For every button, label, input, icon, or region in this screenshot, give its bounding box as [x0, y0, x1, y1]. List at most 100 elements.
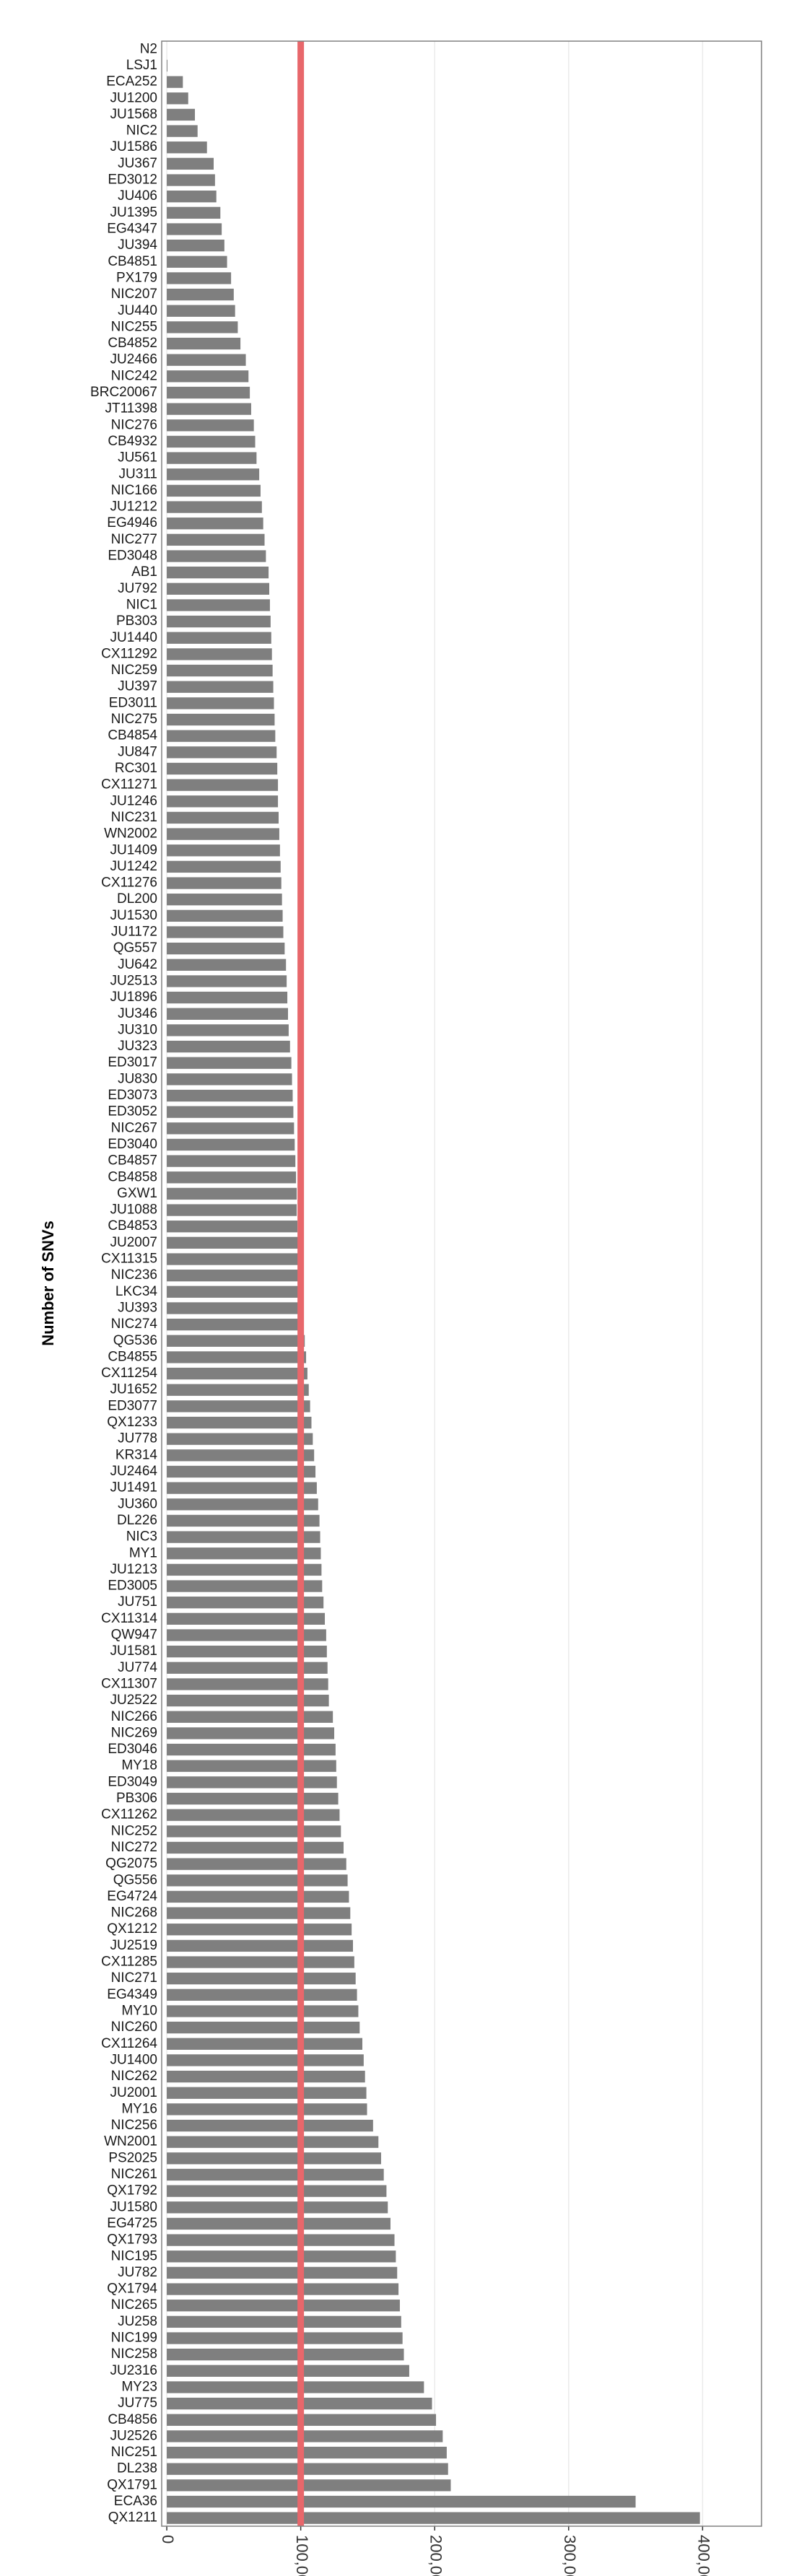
- y-tick-label: JU258: [118, 2314, 157, 2329]
- y-tick-label: CX11314: [101, 1611, 157, 1626]
- y-tick-label: JU1395: [110, 205, 158, 220]
- y-tick-label: ED3073: [108, 1088, 157, 1103]
- y-tick-label: JU847: [118, 744, 157, 759]
- bar: [167, 2446, 447, 2459]
- bar: [167, 2217, 391, 2230]
- bar: [167, 664, 273, 677]
- bar: [167, 1073, 292, 1086]
- y-tick-label: JU1088: [110, 1202, 158, 1218]
- y-tick-label: NIC266: [111, 1709, 157, 1724]
- bar: [167, 1890, 349, 1903]
- y-tick-label: QX1793: [107, 2232, 157, 2248]
- bar: [167, 403, 251, 415]
- y-tick-label: NIC252: [111, 1823, 157, 1838]
- y-tick-label: JU323: [118, 1039, 157, 1054]
- bar: [167, 1727, 335, 1739]
- y-tick-label: JU1896: [110, 990, 158, 1005]
- bar: [167, 1057, 292, 1069]
- bar: [167, 2463, 448, 2475]
- y-tick-label: NIC259: [111, 663, 157, 678]
- bar: [167, 419, 254, 432]
- bar: [167, 599, 270, 611]
- bar: [167, 2054, 364, 2066]
- y-tick-label: JU2526: [110, 2428, 158, 2443]
- bar: [167, 844, 280, 857]
- y-tick-label: ED3005: [108, 1579, 157, 1594]
- y-tick-label: JU1652: [110, 1382, 158, 1397]
- bar: [167, 2136, 379, 2148]
- y-tick-label: MY10: [121, 2003, 157, 2018]
- bar: [167, 1416, 312, 1429]
- y-tick-label: JU751: [118, 1594, 157, 1610]
- bar: [167, 1138, 295, 1151]
- bar: [167, 337, 241, 350]
- bar: [167, 288, 234, 301]
- bar: [167, 730, 276, 742]
- y-tick-label: LKC34: [115, 1284, 158, 1299]
- bar: [167, 2185, 387, 2197]
- bar: [167, 157, 214, 170]
- bar: [167, 2038, 362, 2050]
- y-tick-label: NIC166: [111, 483, 157, 498]
- y-tick-label: JU2316: [110, 2363, 158, 2378]
- bar: [167, 1253, 300, 1265]
- y-tick-label: ED3077: [108, 1398, 157, 1413]
- y-tick-label: JU778: [118, 1431, 157, 1446]
- bar: [167, 795, 279, 808]
- bar: [167, 321, 238, 333]
- bar: [167, 1155, 296, 1167]
- bar: [167, 942, 285, 955]
- y-tick-label: PB303: [116, 614, 157, 629]
- y-tick-label: JU792: [118, 581, 157, 596]
- y-tick-label: ED3017: [108, 1055, 157, 1070]
- y-tick-label: CX11315: [101, 1252, 157, 1267]
- y-tick-label: EG4725: [107, 2216, 157, 2231]
- bar: [167, 206, 221, 219]
- bar: [167, 926, 284, 938]
- y-tick-label: CB4852: [108, 336, 157, 351]
- y-tick-label: PB306: [116, 1791, 157, 1806]
- bar: [167, 1646, 327, 1658]
- bar: [167, 518, 263, 530]
- y-tick-label: JU1172: [111, 925, 157, 940]
- bar: [167, 2332, 403, 2344]
- y-tick-label: CX11307: [101, 1676, 157, 1691]
- x-tick-label: 0: [159, 2535, 177, 2544]
- y-tick-label: NIC275: [111, 712, 157, 727]
- y-tick-label: NIC262: [111, 2069, 157, 2084]
- bar: [167, 877, 282, 889]
- bar: [167, 1302, 302, 1314]
- y-tick-label: NIC277: [111, 532, 157, 547]
- bar: [167, 1335, 305, 1347]
- bar: [167, 1008, 288, 1020]
- bar: [167, 582, 270, 595]
- y-tick-label: NIC2: [126, 123, 157, 139]
- y-tick-label: RC301: [115, 761, 157, 776]
- bar: [167, 2119, 373, 2132]
- y-tick-label: JU2001: [110, 2085, 158, 2100]
- bar: [167, 1433, 313, 1445]
- bar: [167, 2430, 443, 2442]
- y-tick-label: NIC242: [111, 368, 157, 383]
- y-tick-label: JU774: [118, 1660, 157, 1675]
- bar: [167, 1221, 297, 1233]
- x-tick-label: 100,000: [293, 2535, 311, 2576]
- y-tick-label: CB4932: [108, 434, 157, 449]
- bar: [167, 2283, 399, 2295]
- bar: [167, 305, 235, 317]
- bar: [167, 894, 282, 906]
- y-tick-label: LSJ1: [126, 58, 157, 73]
- bar: [167, 354, 246, 366]
- y-tick-label: DL226: [117, 1513, 157, 1528]
- bar: [167, 468, 260, 481]
- bar: [167, 2070, 365, 2083]
- y-tick-label: MY18: [121, 1758, 157, 1773]
- bar: [167, 1629, 326, 1641]
- bar: [167, 2087, 367, 2099]
- bar: [167, 1776, 337, 1789]
- bar: [167, 1400, 310, 1413]
- bar: [167, 2234, 395, 2246]
- y-tick-label: ED3012: [108, 173, 157, 188]
- bar: [167, 779, 279, 791]
- bar: [167, 141, 207, 154]
